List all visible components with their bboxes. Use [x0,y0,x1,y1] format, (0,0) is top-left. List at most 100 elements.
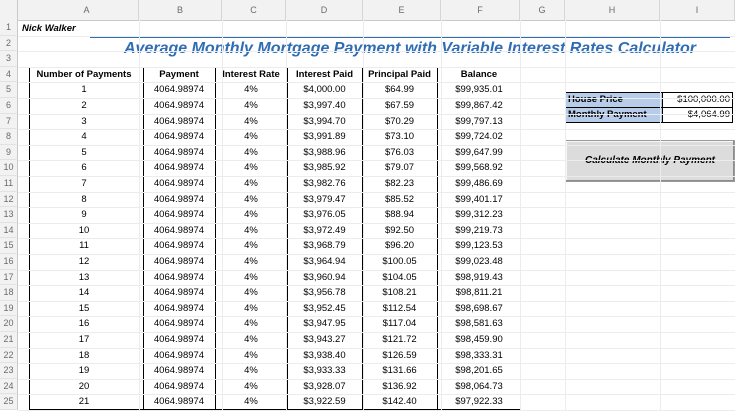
table-cell[interactable]: 4% [244,178,258,189]
table-cell[interactable]: 10 [78,224,90,236]
table-cell[interactable]: 4% [244,380,258,392]
table-cell[interactable]: 1 [81,84,87,96]
table-cell[interactable]: $3,982.76 [303,178,346,189]
table-header-cell[interactable]: Interest Paid [295,68,354,80]
table-cell[interactable]: $64.99 [384,84,415,96]
table-cell[interactable]: $3,947.95 [303,318,346,330]
row-header-14[interactable]: 14 [0,222,18,239]
table-cell[interactable]: 8 [81,193,87,205]
table-cell[interactable]: $3,985.92 [303,162,346,174]
table-cell[interactable]: 4064.98974 [153,146,205,158]
table-cell[interactable]: 20 [78,380,90,392]
table-cell[interactable]: $92.50 [384,224,415,236]
table-cell[interactable]: 4% [244,256,258,267]
table-cell[interactable]: 6 [81,162,87,174]
table-cell[interactable]: $126.59 [382,349,417,361]
table-cell[interactable]: $3,928.07 [303,380,346,392]
table-cell[interactable]: 4% [244,287,258,299]
table-cell[interactable]: $99,647.99 [455,146,503,158]
table-cell[interactable]: $108.21 [382,287,417,299]
table-header-cell[interactable]: Principal Paid [368,68,431,80]
monthly-payment-label[interactable]: Monthly Payment [565,107,663,123]
table-cell[interactable]: $79.07 [384,162,415,174]
table-cell[interactable]: 4% [244,271,258,283]
column-header-b[interactable]: B [139,0,222,20]
row-header-6[interactable]: 6 [0,98,18,114]
table-cell[interactable]: 4064.98974 [153,84,205,96]
table-cell[interactable]: 4% [244,240,258,252]
row-header-20[interactable]: 20 [0,316,18,332]
house-price-label[interactable]: House Price [565,92,663,108]
table-cell[interactable]: $100.05 [382,256,417,267]
table-cell[interactable]: $99,568.92 [455,162,503,174]
table-cell[interactable]: 4064.98974 [153,334,205,345]
table-cell[interactable]: $85.52 [384,193,415,205]
table-cell[interactable]: 13 [78,271,90,283]
table-cell[interactable]: $121.72 [382,334,417,345]
table-cell[interactable]: 4% [244,396,258,408]
table-cell[interactable]: $3,979.47 [303,193,346,205]
row-header-23[interactable]: 23 [0,363,18,379]
row-header-10[interactable]: 10 [0,160,18,176]
row-header-8[interactable]: 8 [0,129,18,145]
row-header-11[interactable]: 11 [0,176,18,192]
table-cell[interactable]: 4% [244,224,258,236]
table-cell[interactable]: 4% [244,302,258,314]
table-cell[interactable]: 4064.98974 [153,115,205,127]
column-header-g[interactable]: G [520,0,565,20]
column-header-d[interactable]: D [286,0,363,20]
table-cell[interactable]: $3,968.79 [303,240,346,252]
table-cell[interactable]: 4% [244,146,258,158]
row-header-24[interactable]: 24 [0,378,18,395]
row-header-22[interactable]: 22 [0,347,18,364]
table-cell[interactable]: $99,724.02 [455,131,503,143]
table-cell[interactable]: $99,486.69 [455,178,503,189]
table-cell[interactable]: 2 [81,100,87,111]
row-header-21[interactable]: 21 [0,332,18,348]
table-cell[interactable]: $142.40 [382,396,417,408]
table-cell[interactable]: $131.66 [382,365,417,377]
table-cell[interactable]: 4% [244,349,258,361]
table-cell[interactable]: 4064.98974 [153,100,205,111]
table-cell[interactable]: $99,797.13 [455,115,503,127]
monthly-payment-value[interactable]: $4,064.99 [662,107,733,123]
row-header-2[interactable]: 2 [0,35,18,52]
table-cell[interactable]: 4% [244,162,258,174]
table-header-cell[interactable]: Number of Payments [36,68,132,80]
table-cell[interactable]: $99,935.01 [455,84,503,96]
row-header-17[interactable]: 17 [0,269,18,286]
table-cell[interactable]: 4% [244,84,258,96]
row-header-13[interactable]: 13 [0,207,18,223]
table-cell[interactable]: $3,960.94 [303,271,346,283]
table-cell[interactable]: 4064.98974 [153,224,205,236]
row-header-15[interactable]: 15 [0,238,18,254]
table-cell[interactable]: $67.59 [384,100,415,111]
table-header-cell[interactable]: Balance [460,68,498,80]
table-cell[interactable]: $98,064.73 [455,380,503,392]
table-cell[interactable]: $96.20 [384,240,415,252]
table-cell[interactable]: 18 [78,349,90,361]
table-cell[interactable]: 4064.98974 [153,209,205,221]
table-cell[interactable]: $3,952.45 [303,302,346,314]
table-cell[interactable]: 4064.98974 [153,240,205,252]
table-cell[interactable]: 4064.98974 [153,318,205,330]
sheet-title[interactable]: Average Monthly Mortgage Payment with Va… [124,40,696,57]
row-header-1[interactable]: 1 [0,20,18,36]
table-cell[interactable]: 12 [78,256,90,267]
table-cell[interactable]: $99,023.48 [455,256,503,267]
table-cell[interactable]: 4064.98974 [153,365,205,377]
table-cell[interactable]: $3,922.59 [303,396,346,408]
table-cell[interactable]: $99,401.17 [455,193,503,205]
table-cell[interactable]: 4064.98974 [153,162,205,174]
table-cell[interactable]: 4% [244,334,258,345]
table-cell[interactable]: $98,919.43 [455,271,503,283]
row-header-4[interactable]: 4 [0,66,18,83]
table-cell[interactable]: 4% [244,131,258,143]
row-header-18[interactable]: 18 [0,285,18,301]
table-cell[interactable]: 4064.98974 [153,302,205,314]
table-cell[interactable]: $98,333.31 [455,349,503,361]
table-cell[interactable]: 14 [78,287,90,299]
table-cell[interactable]: 4064.98974 [153,396,205,408]
table-cell[interactable]: $3,976.05 [303,209,346,221]
table-cell[interactable]: 4% [244,115,258,127]
